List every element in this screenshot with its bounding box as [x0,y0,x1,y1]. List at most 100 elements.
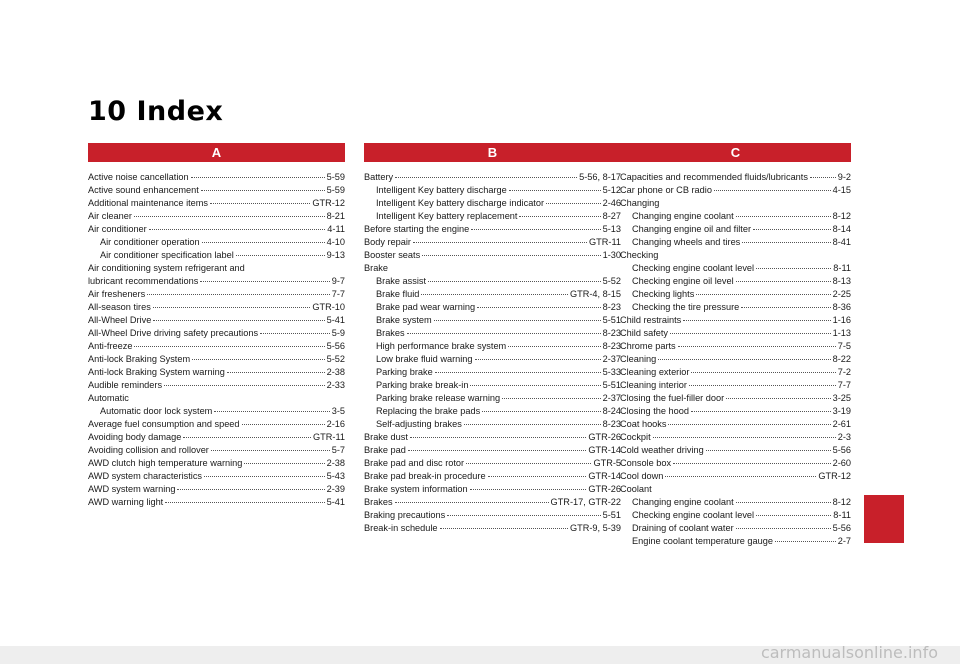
page-reference: 8-23 [602,341,621,351]
index-entry: Coat hooks 2-61 [620,418,851,431]
page-reference: 4-10 [326,237,345,247]
entry-label: Cleaning exterior [620,367,690,377]
entry-label: AWD clutch high temperature warning [88,458,243,468]
entry-label: Cool down [620,471,664,481]
index-entry: Break-in schedule GTR-9, 5-39 [364,522,621,535]
dot-leader [394,502,549,503]
page-reference: 2-33 [326,380,345,390]
entry-label: Intelligent Key battery discharge [376,185,507,195]
entry-label: All-Wheel Drive driving safety precautio… [88,328,259,338]
entry-label: All-Wheel Drive [88,315,152,325]
dot-leader [439,528,568,529]
page-reference: 7-5 [837,341,851,351]
index-entry: Booster seats 1-30 [364,249,621,262]
entry-label: Automatic door lock system [100,406,213,416]
page-reference: GTR-14 [588,445,621,455]
index-entry: Active noise cancellation 5-59 [88,171,345,184]
page-reference: 5-56, 8-17 [579,172,621,182]
entry-label: Parking brake release warning [376,393,501,403]
page-reference: 5-56 [326,341,345,351]
footer-band [0,646,960,664]
dot-leader [226,372,325,373]
dot-leader [165,502,325,503]
dot-leader [677,346,836,347]
page-reference: 3-19 [832,406,851,416]
page-reference: 8-11 [833,510,851,520]
dot-leader [214,411,330,412]
index-entry: Low brake fluid warning 2-37 [364,353,621,366]
dot-leader [244,463,325,464]
index-entry: Avoiding body damage GTR-11 [88,431,345,444]
page-reference: GTR-11 [589,237,621,247]
dot-leader [474,359,601,360]
page-reference: 7-2 [837,367,851,377]
index-entry: Cool down GTR-12 [620,470,851,483]
index-entry: Air conditioner specification label 9-13 [88,249,345,262]
index-entry: Intelligent Key battery discharge indica… [364,197,621,210]
index-entry: Checking the tire pressure 8-36 [620,301,851,314]
entry-label: Before starting the engine [364,224,470,234]
dot-leader [447,515,601,516]
entry-label: Brake dust [364,432,408,442]
entry-label: High performance brake system [376,341,507,351]
dot-leader [409,437,587,438]
index-entry: Changing wheels and tires 8-41 [620,236,851,249]
index-entry: Brakes 8-23 [364,327,621,340]
index-entry: Cockpit 2-3 [620,431,851,444]
index-entry: AWD system characteristics 5-43 [88,470,345,483]
index-entry: Cleaning exterior 7-2 [620,366,851,379]
dot-leader [519,216,601,217]
index-entry: Changing engine oil and filter 8-14 [620,223,851,236]
page-reference: 8-36 [832,302,851,312]
dot-leader [673,463,831,464]
section-letter-a: A [88,143,345,162]
entry-label: Changing engine coolant [632,211,734,221]
page-reference: 1-13 [832,328,851,338]
page-reference: 5-41 [326,315,345,325]
entry-label: Coolant [620,484,652,494]
entry-label: Cleaning [620,354,657,364]
index-entry: Air conditioner operation 4-10 [88,236,345,249]
dot-leader [134,346,325,347]
entry-label: Brake system [376,315,432,325]
dot-leader [546,203,601,204]
index-entry: lubricant recommendations 9-7 [88,275,345,288]
page-reference: 5-51 [602,315,621,325]
entry-label: Air fresheners [88,289,146,299]
dot-leader [241,424,325,425]
entry-label: Replacing the brake pads [376,406,481,416]
dot-leader [726,398,831,399]
entry-label: Active noise cancellation [88,172,189,182]
index-entry: Body repair GTR-11 [364,236,621,249]
page-reference: 8-14 [832,224,851,234]
dot-leader [192,359,325,360]
entry-label: Cleaning interior [620,380,687,390]
entry-label: Capacities and recommended fluids/lubric… [620,172,808,182]
entry-label: Cockpit [620,432,651,442]
index-entry: Air fresheners 7-7 [88,288,345,301]
entry-label: Brake pad wear warning [376,302,476,312]
index-entry: Cold weather driving 5-56 [620,444,851,457]
page-reference: 4-11 [327,224,345,234]
index-entry: Car phone or CB radio 4-15 [620,184,851,197]
index-entry: All-Wheel Drive 5-41 [88,314,345,327]
index-entry: Brake pad wear warning 8-23 [364,301,621,314]
entry-label: Checking [620,250,659,260]
page-reference: 9-2 [837,172,851,182]
dot-leader [756,268,832,269]
entry-label: Air cleaner [88,211,132,221]
index-entry: Checking engine oil level 8-13 [620,275,851,288]
index-entry: Air conditioner 4-11 [88,223,345,236]
page-reference: 5-7 [331,445,345,455]
entry-label: Battery [364,172,394,182]
page-reference: GTR-9, 5-39 [569,523,621,533]
page-reference: 7-7 [837,380,851,390]
index-entry: Changing engine coolant 8-12 [620,210,851,223]
index-entry: Console box 2-60 [620,457,851,470]
entry-label: Automatic [88,393,129,403]
index-entry: Automatic [88,392,345,405]
entry-label: lubricant recommendations [88,276,199,286]
page-reference: GTR-12 [818,471,851,481]
page-reference: 5-56 [832,523,851,533]
index-entry: Anti-lock Braking System 5-52 [88,353,345,366]
